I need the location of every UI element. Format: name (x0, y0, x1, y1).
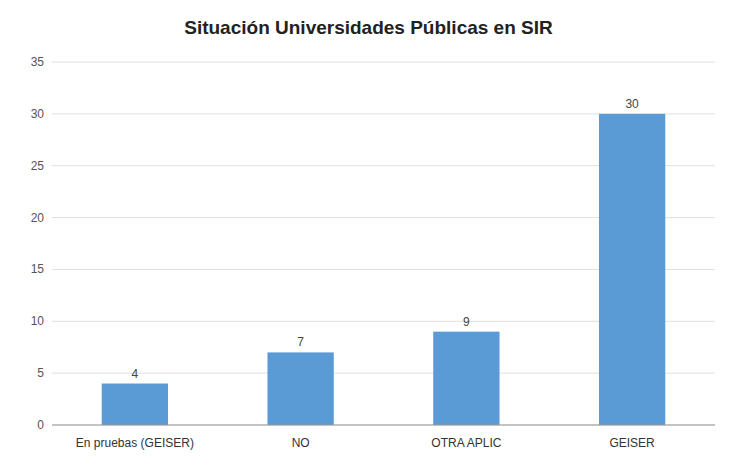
y-tick-label: 10 (31, 314, 45, 328)
data-label: 9 (463, 315, 470, 329)
y-tick-label: 15 (31, 262, 45, 276)
y-tick-label: 30 (31, 107, 45, 121)
y-tick-label: 20 (31, 211, 45, 225)
x-tick-label: En pruebas (GEISER) (76, 436, 194, 450)
grid-line (52, 62, 715, 63)
y-tick-label: 0 (37, 418, 44, 432)
bar (599, 114, 665, 425)
x-axis-line (52, 425, 715, 426)
bars (102, 114, 666, 425)
data-label: 4 (132, 367, 139, 381)
x-tick-label: OTRA APLIC (431, 436, 501, 450)
grid-line (52, 425, 715, 426)
y-tick-label: 5 (37, 366, 44, 380)
x-tick-label: GEISER (609, 436, 655, 450)
data-label: 30 (625, 97, 639, 111)
bar (102, 384, 168, 425)
data-label: 7 (297, 335, 304, 349)
grid (52, 62, 715, 425)
chart: Situación Universidades Públicas en SIR 0… (0, 0, 737, 473)
y-tick-label: 25 (31, 159, 45, 173)
bar (433, 332, 499, 425)
chart-container: Situación Universidades Públicas en SIR 0… (0, 0, 737, 473)
x-tick-label: NO (292, 436, 310, 450)
bar (267, 352, 333, 425)
title: Situación Universidades Públicas en SIR (184, 17, 553, 38)
y-tick-label: 35 (31, 55, 45, 69)
